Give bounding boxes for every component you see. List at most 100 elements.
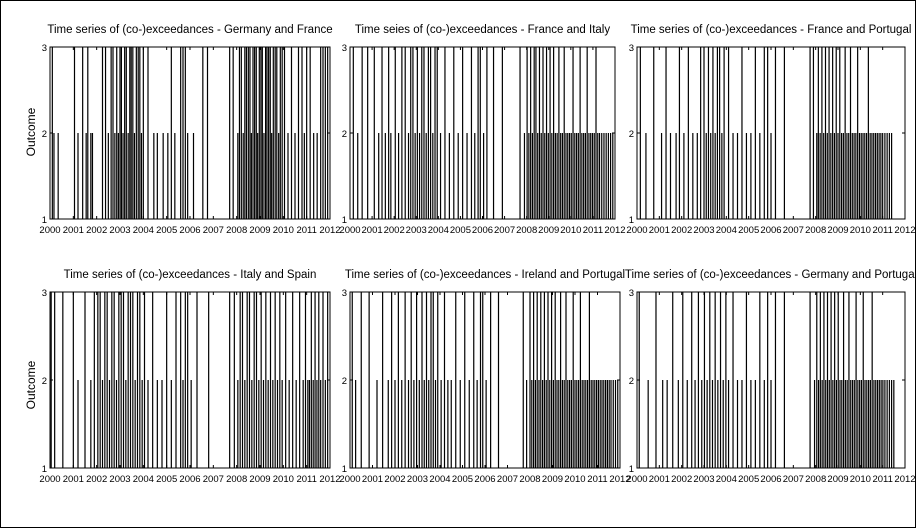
panel-5: Time series of (co-)exceedances - Irelan… — [339, 269, 630, 485]
x-tick-label: 2011 — [296, 474, 316, 485]
x-tick-label: 2011 — [872, 474, 892, 485]
x-tick-label: 2010 — [273, 225, 294, 236]
x-tick-label: 2001 — [63, 474, 84, 485]
x-tick-label: 2009 — [827, 225, 848, 236]
ylabel-bottom-row: Outcome — [24, 360, 38, 409]
y-tick-label: 3 — [629, 288, 634, 299]
panel-title: Time series of (co-)exceedances - France… — [631, 24, 912, 36]
y-tick-label: 2 — [342, 376, 347, 387]
x-tick-label: 2005 — [450, 225, 471, 236]
x-tick-label: 2004 — [429, 474, 450, 485]
x-tick-label: 2002 — [671, 225, 692, 236]
y-tick-label: 2 — [629, 376, 634, 387]
x-tick-label: 2003 — [109, 225, 130, 236]
x-tick-label: 2001 — [649, 225, 670, 236]
x-tick-label: 2008 — [805, 225, 826, 236]
y-tick-label: 1 — [42, 215, 47, 226]
x-tick-label: 2010 — [850, 225, 871, 236]
x-tick-label: 2004 — [716, 474, 737, 485]
x-tick-label: 2005 — [156, 225, 177, 236]
y-tick-label: 3 — [342, 288, 347, 299]
x-tick-label: 2006 — [179, 225, 200, 236]
panel-title: Time series of (co-)exceedances - German… — [625, 269, 916, 281]
y-tick-label: 2 — [342, 129, 347, 140]
panel-1: Time series of (co-)exceedances - German… — [39, 24, 340, 236]
x-tick-label: 2006 — [472, 225, 493, 236]
x-tick-label: 2003 — [406, 225, 427, 236]
panel-title: Time series of (co-)exceedances - Irelan… — [345, 269, 625, 281]
x-tick-label: 2012 — [894, 225, 915, 236]
panel-title: Time series of (co-)exceedances - Italy … — [64, 269, 317, 281]
x-tick-label: 2008 — [516, 225, 537, 236]
x-tick-label: 2010 — [564, 474, 585, 485]
x-tick-label: 2005 — [738, 474, 759, 485]
x-tick-label: 2008 — [226, 225, 247, 236]
x-tick-label: 2002 — [671, 474, 692, 485]
panel-title: Time series of (co-)exceedances - German… — [47, 24, 332, 36]
x-tick-label: 2000 — [626, 474, 647, 485]
y-tick-label: 3 — [42, 288, 47, 299]
x-tick-label: 2011 — [872, 225, 892, 236]
x-tick-label: 2012 — [319, 225, 340, 236]
x-tick-label: 2009 — [542, 474, 563, 485]
x-tick-label: 2010 — [273, 474, 294, 485]
x-tick-label: 2001 — [649, 474, 670, 485]
x-tick-label: 2001 — [362, 474, 383, 485]
x-tick-label: 2007 — [203, 225, 224, 236]
y-tick-label: 1 — [342, 215, 347, 226]
x-tick-label: 2001 — [362, 225, 383, 236]
x-tick-label: 2009 — [249, 225, 270, 236]
y-tick-label: 2 — [42, 376, 47, 387]
panel-4: Time series of (co-)exceedances - Italy … — [39, 269, 340, 485]
x-tick-label: 2012 — [609, 474, 630, 485]
x-tick-label: 2005 — [738, 225, 759, 236]
x-tick-label: 2008 — [519, 474, 540, 485]
x-tick-label: 2012 — [604, 225, 625, 236]
y-tick-label: 3 — [42, 43, 47, 54]
x-tick-label: 2006 — [760, 474, 781, 485]
x-tick-label: 2002 — [384, 474, 405, 485]
x-tick-label: 2005 — [156, 474, 177, 485]
x-tick-label: 2012 — [894, 474, 915, 485]
x-tick-label: 2000 — [626, 225, 647, 236]
x-tick-label: 2007 — [203, 474, 224, 485]
x-tick-label: 2004 — [716, 225, 737, 236]
y-tick-label: 3 — [629, 43, 634, 54]
y-tick-label: 1 — [342, 464, 347, 475]
x-tick-label: 2008 — [226, 474, 247, 485]
x-tick-label: 2002 — [86, 225, 107, 236]
y-tick-label: 1 — [42, 464, 47, 475]
x-tick-label: 2008 — [805, 474, 826, 485]
x-tick-label: 2003 — [109, 474, 130, 485]
x-tick-label: 2003 — [693, 474, 714, 485]
x-tick-label: 2009 — [249, 474, 270, 485]
chart-panels: Time series of (co-)exceedances - German… — [39, 24, 916, 485]
x-tick-label: 2006 — [760, 225, 781, 236]
x-tick-label: 2010 — [560, 225, 581, 236]
x-tick-label: 2002 — [384, 225, 405, 236]
x-tick-label: 2011 — [587, 474, 607, 485]
x-tick-label: 2009 — [827, 474, 848, 485]
x-tick-label: 2000 — [39, 225, 60, 236]
x-tick-label: 2007 — [783, 474, 804, 485]
x-tick-label: 2012 — [319, 474, 340, 485]
x-tick-label: 2004 — [133, 225, 154, 236]
x-tick-label: 2007 — [783, 225, 804, 236]
x-tick-label: 2001 — [63, 225, 84, 236]
x-tick-label: 2004 — [133, 474, 154, 485]
x-tick-label: 2009 — [538, 225, 559, 236]
x-tick-label: 2011 — [296, 225, 316, 236]
x-tick-label: 2006 — [474, 474, 495, 485]
x-tick-label: 2011 — [583, 225, 603, 236]
x-tick-label: 2000 — [39, 474, 60, 485]
x-tick-label: 2005 — [452, 474, 473, 485]
x-tick-label: 2007 — [497, 474, 518, 485]
y-tick-label: 2 — [629, 129, 634, 140]
x-tick-label: 2002 — [86, 474, 107, 485]
y-tick-label: 3 — [342, 43, 347, 54]
x-tick-label: 2004 — [428, 225, 449, 236]
x-tick-label: 2003 — [693, 225, 714, 236]
y-tick-label: 1 — [629, 215, 634, 226]
y-tick-label: 1 — [629, 464, 634, 475]
